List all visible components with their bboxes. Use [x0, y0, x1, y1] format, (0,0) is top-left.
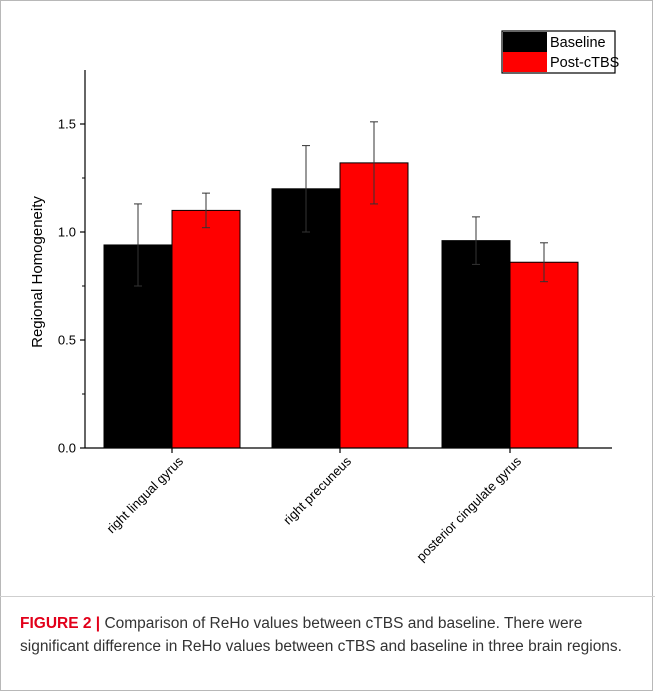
- bar-post-ctbs: [171, 209, 241, 449]
- x-tick-label: right lingual gyrus: [103, 453, 186, 536]
- bar-chart: 0.0 0.5 1.0 1.5 right lingual gyrus right pr…: [29, 30, 619, 564]
- x-axis: right lingual gyrus right precuneus poster…: [85, 447, 612, 564]
- bar-baseline: [441, 240, 511, 449]
- y-axis: 0.0 0.5 1.0 1.5: [58, 70, 86, 456]
- caption-divider: [0, 596, 655, 597]
- figure-separator: |: [95, 615, 101, 632]
- error-bars: [134, 121, 548, 287]
- legend-swatch-baseline: [503, 32, 547, 52]
- figure-label: FIGURE 2: [20, 615, 92, 632]
- y-tick-label: 1.5: [58, 117, 76, 132]
- figure-caption-text: Comparison of ReHo values between cTBS a…: [20, 615, 622, 655]
- y-tick-label: 0.5: [58, 333, 76, 348]
- y-tick-label: 0.0: [58, 441, 76, 456]
- legend: Baseline Post-cTBS: [501, 30, 619, 74]
- legend-swatch-post-ctbs: [503, 52, 547, 72]
- legend-label-baseline: Baseline: [550, 35, 606, 51]
- bar-post-ctbs: [509, 261, 579, 449]
- bar-post-ctbs: [339, 162, 409, 449]
- bars: [103, 162, 579, 449]
- x-tick-label: right precuneus: [280, 453, 354, 527]
- legend-label-post-ctbs: Post-cTBS: [550, 55, 619, 71]
- figure-caption: FIGURE 2 | Comparison of ReHo values bet…: [20, 612, 640, 658]
- y-tick-label: 1.0: [58, 225, 76, 240]
- y-axis-label: Regional Homogeneity: [29, 196, 46, 348]
- x-tick-label: posterior cingulate gyrus: [413, 453, 524, 564]
